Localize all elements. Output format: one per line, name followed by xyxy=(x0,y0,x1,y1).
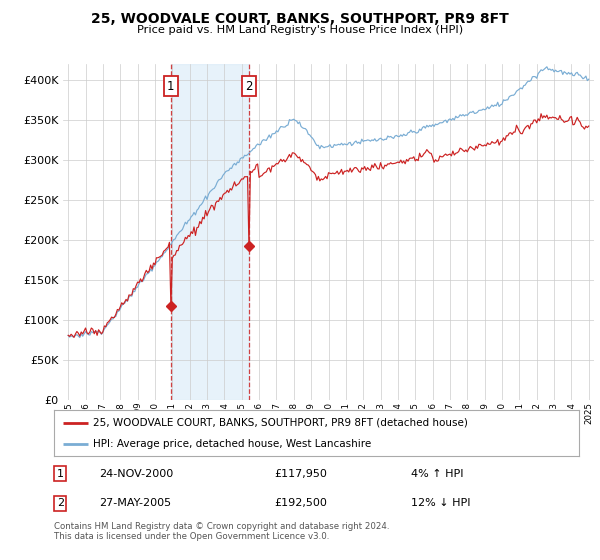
Text: 2: 2 xyxy=(57,498,64,508)
Text: 24-NOV-2000: 24-NOV-2000 xyxy=(98,469,173,479)
Text: £117,950: £117,950 xyxy=(275,469,328,479)
Bar xyxy=(170,64,248,400)
Text: 27-MAY-2005: 27-MAY-2005 xyxy=(98,498,171,508)
Text: £192,500: £192,500 xyxy=(275,498,328,508)
Text: 2: 2 xyxy=(245,80,253,93)
Text: 12% ↓ HPI: 12% ↓ HPI xyxy=(411,498,470,508)
Text: 1: 1 xyxy=(167,80,175,93)
Text: Price paid vs. HM Land Registry's House Price Index (HPI): Price paid vs. HM Land Registry's House … xyxy=(137,25,463,35)
Text: Contains HM Land Registry data © Crown copyright and database right 2024.
This d: Contains HM Land Registry data © Crown c… xyxy=(54,522,389,542)
Text: 25, WOODVALE COURT, BANKS, SOUTHPORT, PR9 8FT: 25, WOODVALE COURT, BANKS, SOUTHPORT, PR… xyxy=(91,12,509,26)
Text: 4% ↑ HPI: 4% ↑ HPI xyxy=(411,469,464,479)
Text: HPI: Average price, detached house, West Lancashire: HPI: Average price, detached house, West… xyxy=(94,439,371,449)
Text: 1: 1 xyxy=(57,469,64,479)
Text: 25, WOODVALE COURT, BANKS, SOUTHPORT, PR9 8FT (detached house): 25, WOODVALE COURT, BANKS, SOUTHPORT, PR… xyxy=(94,418,468,428)
